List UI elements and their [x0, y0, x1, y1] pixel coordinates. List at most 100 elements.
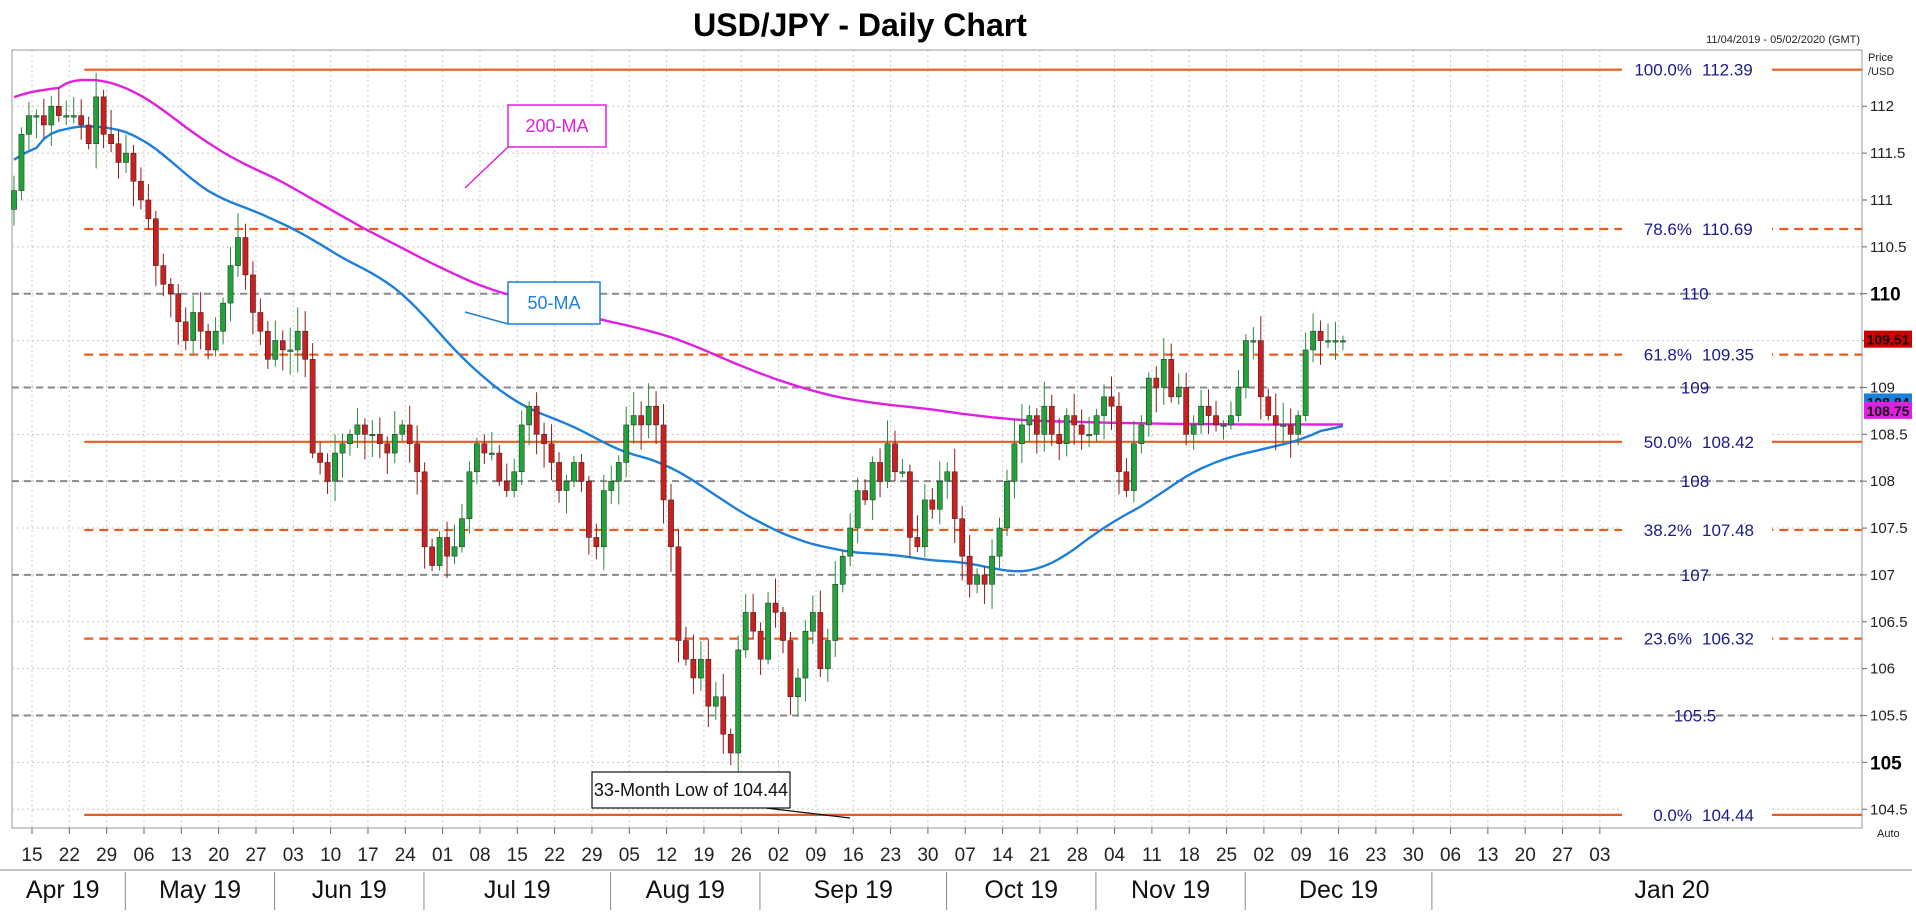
- y-tick-label: 105.5: [1870, 708, 1908, 725]
- candle-body: [41, 115, 47, 126]
- x-tick-label: 29: [96, 845, 117, 866]
- candle-body: [817, 612, 824, 669]
- candle-body: [264, 330, 271, 360]
- candle-body: [145, 199, 152, 219]
- ma50-line: [13, 125, 1344, 573]
- candle-body: [488, 452, 495, 455]
- y-tick-label: 110.5: [1870, 239, 1906, 256]
- fib-percent-label: 78.6%: [1644, 220, 1692, 239]
- candle-body: [936, 480, 943, 510]
- fib-label-background: [1622, 58, 1772, 81]
- candle-body: [1340, 340, 1346, 343]
- candle-body: [914, 537, 921, 548]
- candle-body: [981, 574, 988, 585]
- candle-body: [1131, 443, 1137, 491]
- candle-body: [899, 471, 906, 474]
- candle-body: [526, 405, 533, 426]
- y-tick-label: 112: [1870, 98, 1894, 115]
- candle-body: [220, 302, 226, 332]
- candle-body: [1198, 405, 1204, 426]
- candle-body: [533, 405, 540, 435]
- x-tick-label: 21: [1029, 845, 1050, 866]
- ma200-annotation-box: [507, 104, 607, 148]
- candle-body: [26, 115, 32, 135]
- x-tick-label: 29: [581, 845, 602, 866]
- candle-body: [1019, 424, 1025, 444]
- candle-body: [660, 424, 667, 501]
- y-tick-label: 106: [1870, 661, 1895, 678]
- candle-body: [1116, 405, 1122, 473]
- ma50-annotation-text: 50-MA: [527, 293, 580, 313]
- candle-body: [227, 265, 234, 304]
- fib-percent-label: 50.0%: [1644, 433, 1692, 452]
- fib-label-background: [1622, 343, 1772, 366]
- fib-value-label: 112.39: [1702, 61, 1753, 80]
- candle-body: [11, 190, 17, 210]
- candle-body: [317, 452, 323, 463]
- fib-label-background: [1622, 627, 1772, 650]
- candle-body: [197, 312, 204, 332]
- candle-body: [787, 640, 794, 698]
- fib-percent-label: 0.0%: [1653, 806, 1692, 825]
- candle-body: [235, 237, 241, 266]
- x-tick-label: 26: [731, 845, 752, 866]
- candle-body: [608, 480, 615, 491]
- candle-body: [586, 480, 592, 538]
- candle-body: [55, 105, 62, 116]
- fib-value-label: 107.48: [1702, 521, 1754, 540]
- x-tick-label: 15: [21, 845, 42, 866]
- auto-scale-label[interactable]: Auto: [1877, 828, 1900, 840]
- candle-body: [951, 471, 958, 519]
- candle-body: [996, 527, 1003, 557]
- candle-body: [18, 134, 25, 191]
- candle-body: [339, 443, 346, 454]
- x-tick-label: 19: [693, 845, 714, 866]
- candle-body: [1026, 415, 1033, 426]
- candle-body: [824, 640, 831, 669]
- x-tick-label: 28: [1067, 845, 1088, 866]
- fib-label-background: [1622, 430, 1772, 453]
- y-tick-label: 109: [1870, 379, 1895, 396]
- candle-body: [481, 443, 488, 454]
- candle-body: [459, 518, 465, 548]
- x-tick-label: 20: [208, 845, 229, 866]
- candle-body: [571, 462, 577, 482]
- ma200-annotation-text: 200-MA: [525, 116, 588, 136]
- candle-body: [354, 424, 361, 435]
- candle-body: [884, 443, 891, 482]
- round-level-label: 110: [1681, 285, 1708, 304]
- candle-body: [257, 312, 264, 332]
- x-tick-label: 15: [507, 845, 528, 866]
- y-tick-label: 105: [1870, 753, 1902, 774]
- candle-body: [1325, 340, 1331, 343]
- candle-body: [645, 405, 652, 426]
- candle-body: [302, 330, 309, 360]
- fib-value-label: 110.69: [1702, 220, 1753, 239]
- candle-body: [742, 612, 749, 651]
- candle-body: [907, 471, 913, 538]
- candle-body: [720, 696, 727, 735]
- candle-body: [966, 555, 973, 585]
- candle-body: [1250, 340, 1257, 343]
- candle-body: [1056, 434, 1063, 444]
- candle-body: [1101, 396, 1107, 416]
- candle-body: [1257, 340, 1264, 398]
- axis-label-unit: /USD: [1868, 66, 1894, 78]
- x-tick-label: 04: [1104, 845, 1126, 866]
- candle-body: [85, 124, 92, 144]
- candle-body: [877, 462, 883, 482]
- candle-body: [1220, 424, 1227, 427]
- fib-percent-label: 61.8%: [1644, 346, 1692, 365]
- x-tick-label: 14: [992, 845, 1014, 866]
- candle-body: [839, 555, 846, 585]
- candle-body: [757, 630, 764, 660]
- candle-body: [989, 555, 995, 585]
- round-level-label: 109: [1681, 378, 1709, 397]
- candle-body: [1272, 415, 1279, 426]
- candle-body: [138, 180, 144, 201]
- candle-body: [1175, 387, 1182, 398]
- candle-body: [1138, 424, 1145, 444]
- x-tick-label: 03: [283, 845, 304, 866]
- candle-body: [1048, 405, 1055, 435]
- candle-body: [750, 612, 756, 632]
